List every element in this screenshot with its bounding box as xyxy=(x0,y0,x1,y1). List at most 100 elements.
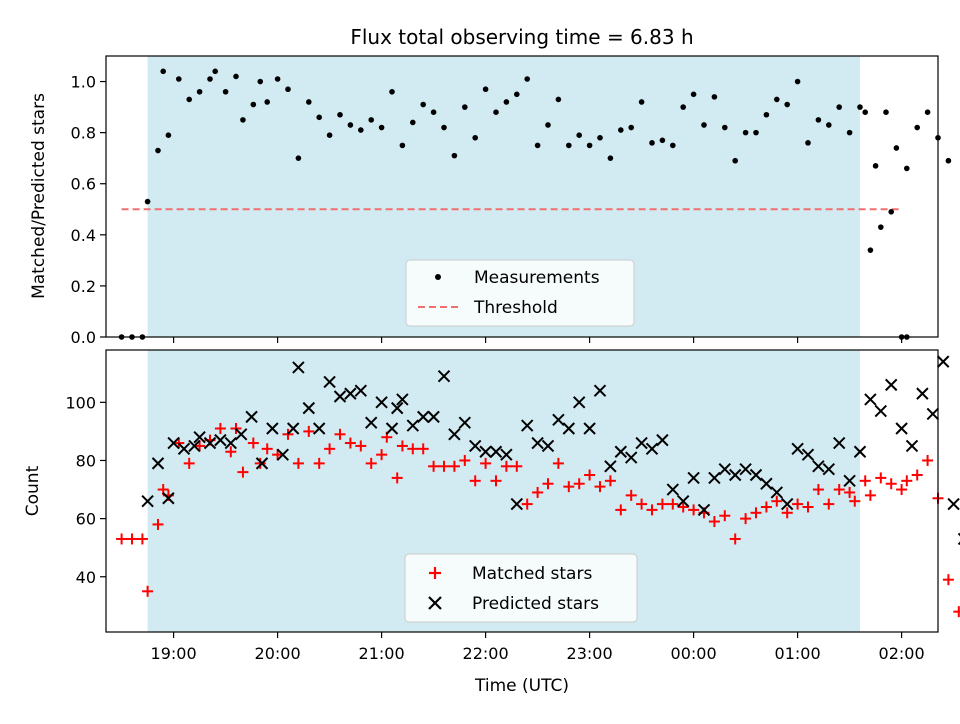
measurement-point xyxy=(160,69,166,75)
y-tick-label: 0.2 xyxy=(71,277,96,296)
x-tick-label: 22:00 xyxy=(463,644,509,663)
y-tick-label: 0.8 xyxy=(71,124,96,143)
measurement-point xyxy=(504,99,510,105)
x-tick-label: 23:00 xyxy=(567,644,613,663)
measurement-point xyxy=(680,104,686,110)
measurement-point xyxy=(597,135,603,141)
measurement-point xyxy=(649,140,655,146)
y-tick-label: 0.4 xyxy=(71,226,96,245)
measurement-point xyxy=(316,115,322,121)
x-tick-label: 00:00 xyxy=(671,644,717,663)
measurement-point xyxy=(400,143,406,149)
x-tick-label: 21:00 xyxy=(359,644,405,663)
measurement-point xyxy=(223,89,229,95)
measurement-point xyxy=(743,130,749,136)
bottom-legend: Matched stars Predicted stars xyxy=(405,554,637,622)
top-y-axis-label: Matched/Predicted stars xyxy=(29,93,49,299)
predicted-star-point xyxy=(875,406,886,417)
y-tick-label: 0.0 xyxy=(71,328,96,347)
measurement-point xyxy=(166,132,172,138)
predicted-star-point xyxy=(896,423,907,434)
predicted-star-point xyxy=(886,379,897,390)
top-y-ticks: 0.00.20.40.60.81.0 xyxy=(71,73,106,347)
matched-star-point xyxy=(137,533,148,544)
x-tick-label: 20:00 xyxy=(255,644,301,663)
matched-star-point xyxy=(865,490,876,501)
matched-star-point xyxy=(116,533,127,544)
top-panel: Flux total observing time = 6.83 h 0.0 0.… xyxy=(29,25,951,347)
measurement-point xyxy=(472,135,478,141)
measurement-point xyxy=(618,127,624,133)
measurement-point xyxy=(420,102,426,108)
measurement-point xyxy=(493,109,499,115)
measurement-point xyxy=(524,76,530,82)
measurement-point xyxy=(888,209,894,215)
measurement-point xyxy=(836,104,842,110)
measurement-point xyxy=(358,127,364,133)
legend-measurements-marker xyxy=(435,274,441,280)
measurement-point xyxy=(847,130,853,136)
measurement-point xyxy=(514,92,520,98)
predicted-star-point xyxy=(917,388,928,399)
measurement-point xyxy=(566,143,572,149)
measurement-point xyxy=(732,158,738,164)
measurement-point xyxy=(556,97,562,103)
x-tick-label: 02:00 xyxy=(879,644,925,663)
predicted-star-point xyxy=(948,499,959,510)
measurement-point xyxy=(857,104,863,110)
measurement-point xyxy=(670,143,676,149)
measurement-point xyxy=(176,76,182,82)
measurement-point xyxy=(545,122,551,128)
measurement-point xyxy=(207,76,213,82)
measurement-point xyxy=(784,102,790,108)
measurement-point xyxy=(691,92,697,98)
measurement-point xyxy=(795,79,801,85)
measurement-point xyxy=(306,99,312,105)
y-tick-label: 0.6 xyxy=(71,175,96,194)
x-tick-label: 19:00 xyxy=(151,644,197,663)
measurement-point xyxy=(251,102,257,108)
predicted-star-point xyxy=(865,394,876,405)
matched-star-point xyxy=(953,606,960,617)
measurement-point xyxy=(914,125,920,131)
measurement-point xyxy=(925,109,931,115)
measurement-point xyxy=(873,163,879,169)
measurement-point xyxy=(862,109,868,115)
matched-star-point xyxy=(127,533,138,544)
measurement-point xyxy=(233,74,239,80)
measurement-point xyxy=(145,199,151,205)
chart-title: Flux total observing time = 6.83 h xyxy=(350,25,693,49)
measurement-point xyxy=(764,112,770,118)
measurement-point xyxy=(212,69,218,75)
predicted-star-point xyxy=(907,440,918,451)
y-tick-label: 40 xyxy=(76,568,96,587)
measurement-point xyxy=(826,122,832,128)
measurement-point xyxy=(639,99,645,105)
measurement-point xyxy=(628,125,634,131)
measurement-point xyxy=(379,125,385,131)
measurement-point xyxy=(431,109,437,115)
top-x-ticks xyxy=(174,337,902,343)
measurement-point xyxy=(368,117,374,123)
measurement-point xyxy=(348,122,354,128)
legend-measurements-label: Measurements xyxy=(474,268,600,288)
measurement-point xyxy=(608,155,614,161)
matched-star-point xyxy=(896,484,907,495)
measurement-point xyxy=(337,112,343,118)
measurement-point xyxy=(701,122,707,128)
legend-predicted-label: Predicted stars xyxy=(472,594,599,614)
measurement-point xyxy=(285,86,291,92)
matched-star-point xyxy=(886,478,897,489)
measurement-point xyxy=(441,125,447,131)
matched-star-point xyxy=(943,574,954,585)
measurement-point xyxy=(410,120,416,126)
predicted-star-point xyxy=(927,408,938,419)
y-tick-label: 80 xyxy=(76,451,96,470)
x-axis-label: Time (UTC) xyxy=(474,676,569,696)
measurement-point xyxy=(264,99,270,105)
measurement-point xyxy=(257,79,263,85)
